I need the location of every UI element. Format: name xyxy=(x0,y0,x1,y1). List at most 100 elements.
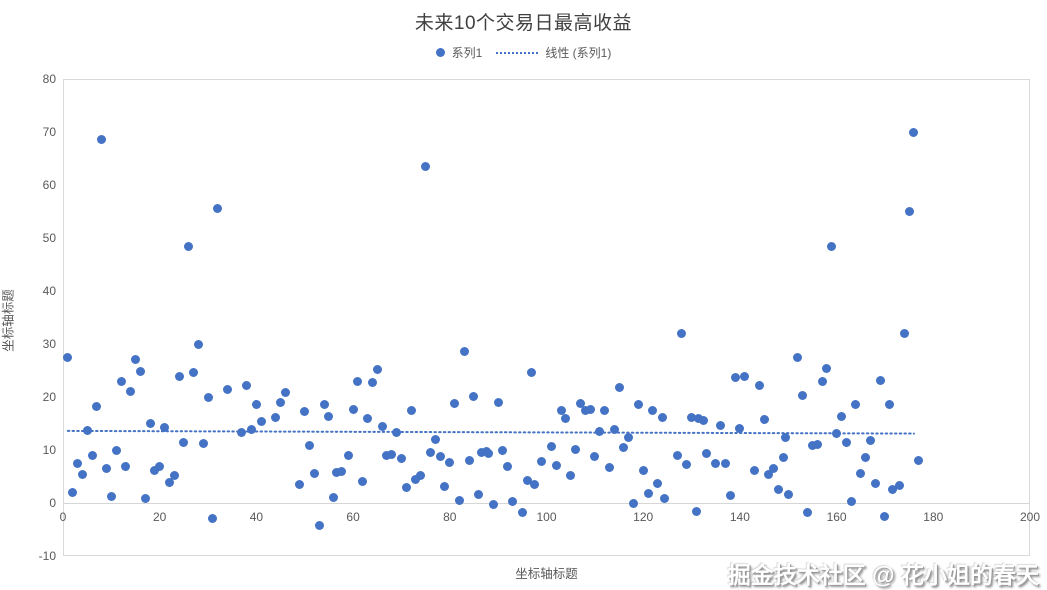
data-point xyxy=(77,470,87,480)
series-dot-marker-icon xyxy=(435,48,445,57)
data-point xyxy=(97,135,107,145)
data-point xyxy=(711,459,721,469)
data-point xyxy=(817,376,827,386)
data-point xyxy=(658,413,668,423)
data-point xyxy=(904,207,914,216)
data-point xyxy=(140,493,150,503)
data-point xyxy=(803,508,813,518)
data-point xyxy=(92,401,102,411)
data-point xyxy=(150,466,160,476)
x-tick-label: 180 xyxy=(923,510,944,524)
trendline-marker-icon xyxy=(496,51,539,54)
data-point xyxy=(358,477,368,487)
x-tick-label: 60 xyxy=(346,510,360,524)
data-point xyxy=(870,478,880,488)
data-point xyxy=(396,453,406,463)
data-point xyxy=(749,465,759,475)
data-point xyxy=(63,352,73,362)
data-point xyxy=(331,467,341,477)
data-point xyxy=(769,464,779,474)
data-point xyxy=(135,367,145,377)
chart-title: 未来10个交易日最高收益 xyxy=(414,13,633,34)
data-point xyxy=(476,447,486,457)
data-point xyxy=(812,439,822,449)
x-tick-label: 120 xyxy=(633,510,654,524)
data-point xyxy=(336,467,346,477)
data-point xyxy=(517,507,527,517)
data-point xyxy=(131,355,141,365)
data-point xyxy=(580,406,590,416)
data-point xyxy=(372,364,382,374)
y-tick-label: -10 xyxy=(38,549,56,563)
x-tick-label: 40 xyxy=(249,510,264,524)
x-tick-label: 80 xyxy=(443,510,457,524)
data-point xyxy=(694,414,704,424)
data-point xyxy=(822,364,832,374)
data-point xyxy=(643,489,653,499)
data-point xyxy=(604,462,614,472)
data-point xyxy=(377,421,387,431)
zero-gridline xyxy=(63,503,1030,504)
data-point xyxy=(82,425,92,435)
data-point xyxy=(73,458,82,468)
data-point xyxy=(556,405,566,415)
data-point xyxy=(754,380,764,390)
data-point xyxy=(189,368,199,378)
data-point xyxy=(561,414,571,424)
data-point xyxy=(155,462,165,472)
data-point xyxy=(459,347,469,357)
data-point xyxy=(324,411,334,421)
data-point xyxy=(314,521,324,531)
x-tick-label: 20 xyxy=(153,510,167,524)
data-point xyxy=(887,484,897,494)
data-point xyxy=(464,456,474,466)
data-point xyxy=(720,458,730,468)
data-point xyxy=(126,386,136,396)
data-point xyxy=(247,425,257,435)
data-point xyxy=(527,367,537,377)
data-point xyxy=(899,328,909,338)
data-point xyxy=(111,446,121,456)
data-point xyxy=(783,490,793,500)
data-point xyxy=(836,411,846,421)
data-point xyxy=(653,479,663,489)
data-point xyxy=(672,451,682,461)
legend-series-label: 系列1 xyxy=(451,46,483,60)
data-point xyxy=(841,438,851,448)
data-point xyxy=(716,420,726,430)
y-tick-label: 60 xyxy=(42,178,56,192)
data-point xyxy=(208,514,218,524)
data-point xyxy=(633,400,643,410)
data-point xyxy=(832,428,842,438)
data-point xyxy=(242,381,252,391)
data-point xyxy=(179,437,189,447)
data-point xyxy=(160,423,170,433)
data-point xyxy=(488,500,498,510)
x-tick-label: 140 xyxy=(729,510,750,524)
data-point xyxy=(807,441,817,451)
data-point xyxy=(914,456,924,466)
data-point xyxy=(699,416,709,426)
data-point xyxy=(198,438,208,448)
data-point xyxy=(774,485,784,495)
data-point xyxy=(363,414,373,424)
data-point xyxy=(735,423,745,433)
data-point xyxy=(793,353,803,363)
data-point xyxy=(106,491,116,501)
data-point xyxy=(348,404,358,414)
y-tick-label: 0 xyxy=(49,496,56,510)
y-tick-label: 70 xyxy=(42,125,56,139)
data-point xyxy=(406,406,416,416)
data-point xyxy=(387,449,397,459)
data-point xyxy=(416,471,426,481)
data-point xyxy=(894,481,904,490)
y-tick-label: 20 xyxy=(42,390,56,404)
data-point xyxy=(566,470,576,480)
data-point xyxy=(764,470,774,480)
data-point xyxy=(778,452,788,462)
data-point xyxy=(222,384,232,394)
watermark: 掘金技术社区 @ 花小姐的春天 xyxy=(727,562,1039,588)
data-point xyxy=(827,241,837,251)
data-point xyxy=(880,511,890,521)
data-point xyxy=(421,162,431,172)
